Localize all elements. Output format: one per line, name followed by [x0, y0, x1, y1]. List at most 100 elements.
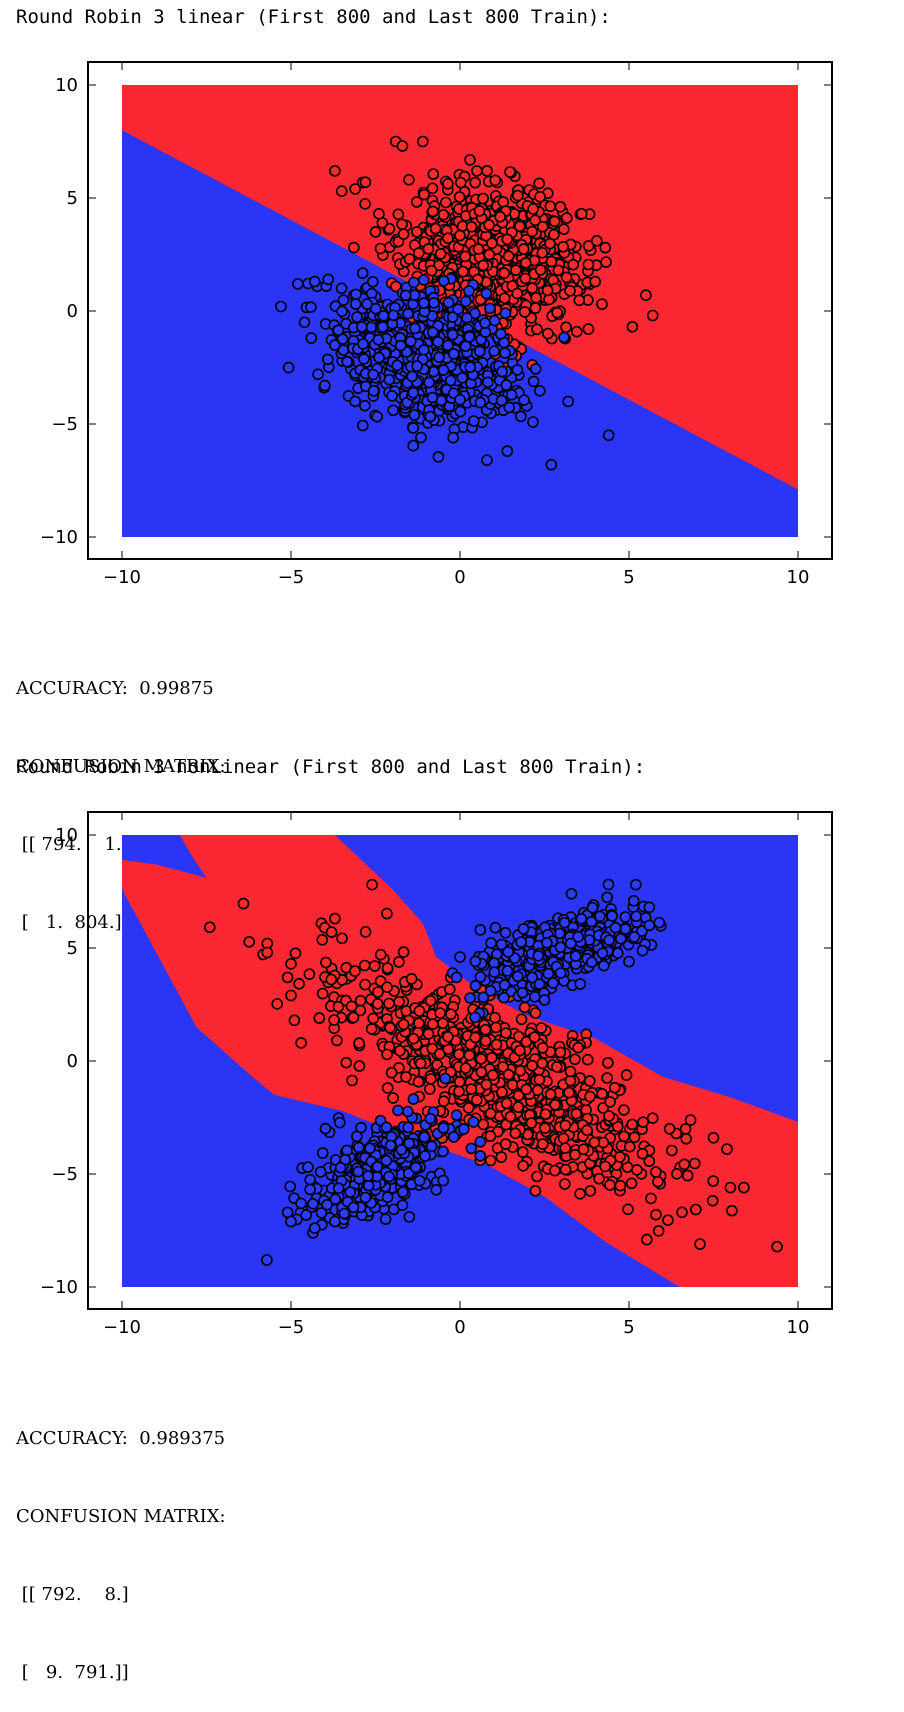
red-point: [504, 1110, 517, 1123]
red-point: [577, 1143, 590, 1156]
red-point: [403, 253, 416, 265]
red-point: [331, 1034, 343, 1047]
red-point: [336, 932, 348, 945]
blue-point: [469, 980, 482, 992]
red-point: [707, 1131, 720, 1144]
cell-2-heading: Round Robin 3 nonLinear (First 800 and L…: [16, 756, 646, 778]
blue-point: [384, 1139, 397, 1152]
blue-point: [433, 351, 445, 364]
red-point: [623, 1140, 636, 1153]
red-point: [454, 176, 467, 189]
blue-point: [407, 422, 420, 434]
blue-point: [322, 273, 335, 286]
blue-point: [454, 405, 467, 418]
red-point: [513, 1044, 526, 1057]
red-point: [354, 994, 367, 1007]
linear-decision-plot: −10 −5 0 5 10 −10 −5 0 5 10: [40, 61, 833, 588]
blue-point: [366, 276, 379, 288]
red-point: [608, 1081, 621, 1094]
red-point: [620, 1069, 633, 1081]
red-point: [410, 196, 423, 208]
red-point: [724, 1181, 737, 1194]
red-point: [582, 258, 595, 271]
blue-point: [424, 410, 437, 423]
blue-point: [538, 994, 551, 1006]
red-point: [560, 212, 573, 224]
red-point: [496, 1086, 508, 1098]
blue-point: [362, 1170, 374, 1182]
blue-point: [395, 1143, 408, 1156]
y-tick-label: −5: [51, 414, 78, 435]
red-point: [645, 1192, 657, 1205]
red-point: [536, 220, 549, 233]
red-point: [536, 1138, 549, 1150]
blue-point: [619, 911, 632, 923]
blue-point: [350, 288, 362, 301]
red-point: [625, 1177, 638, 1190]
red-point: [437, 209, 450, 221]
blue-point: [630, 910, 643, 923]
blue-point: [321, 353, 334, 366]
blue-point: [341, 355, 354, 368]
blue-point: [396, 1199, 409, 1212]
red-point: [475, 1053, 487, 1065]
red-point: [462, 1102, 475, 1114]
red-point: [412, 1075, 425, 1088]
blue-point: [371, 1160, 384, 1173]
blue-point: [364, 1142, 376, 1155]
red-point: [706, 1194, 719, 1207]
red-point: [550, 1061, 563, 1073]
blue-point: [304, 1183, 316, 1196]
blue-point: [424, 1112, 437, 1125]
red-point: [366, 878, 378, 891]
red-point: [527, 203, 539, 215]
x-tick-label: 5: [623, 567, 634, 588]
red-point: [599, 241, 612, 254]
blue-point: [473, 345, 486, 358]
blue-point: [474, 1150, 487, 1162]
red-point: [614, 1151, 626, 1163]
blue-point: [495, 394, 508, 407]
red-point: [480, 1078, 493, 1091]
red-point: [681, 1169, 694, 1182]
red-point: [499, 1138, 512, 1150]
blue-point: [380, 1154, 393, 1167]
red-point: [442, 1031, 454, 1043]
red-point: [536, 1042, 549, 1054]
x-tick-label: −10: [103, 1317, 141, 1338]
red-point: [358, 959, 371, 972]
red-point: [582, 323, 595, 335]
blue-point: [564, 937, 577, 950]
red-point: [332, 1001, 345, 1013]
blue-point: [386, 390, 398, 402]
blue-point: [383, 373, 396, 386]
red-point: [707, 1175, 720, 1187]
red-point: [626, 320, 639, 333]
red-point: [434, 248, 447, 260]
blue-point: [643, 919, 656, 932]
blue-point: [569, 950, 582, 962]
blue-point: [349, 298, 362, 310]
blue-point: [533, 384, 546, 397]
red-point: [530, 291, 542, 304]
blue-point: [369, 302, 382, 315]
x-tick-label: 10: [787, 1317, 810, 1338]
red-point: [679, 1123, 692, 1135]
red-point: [412, 247, 425, 259]
blue-point: [426, 326, 439, 339]
red-point: [500, 1097, 513, 1110]
blue-point: [409, 1161, 422, 1174]
blue-point: [318, 379, 331, 392]
blue-point: [479, 317, 491, 329]
red-point: [536, 247, 549, 259]
red-point: [529, 1184, 542, 1197]
red-point: [509, 1127, 522, 1140]
red-point: [439, 196, 452, 209]
blue-point: [379, 1213, 392, 1226]
red-point: [662, 1214, 674, 1227]
blue-point: [315, 1207, 328, 1219]
red-point: [533, 177, 546, 190]
red-point: [512, 1089, 525, 1102]
red-point: [678, 1158, 691, 1171]
blue-point: [413, 1174, 426, 1187]
